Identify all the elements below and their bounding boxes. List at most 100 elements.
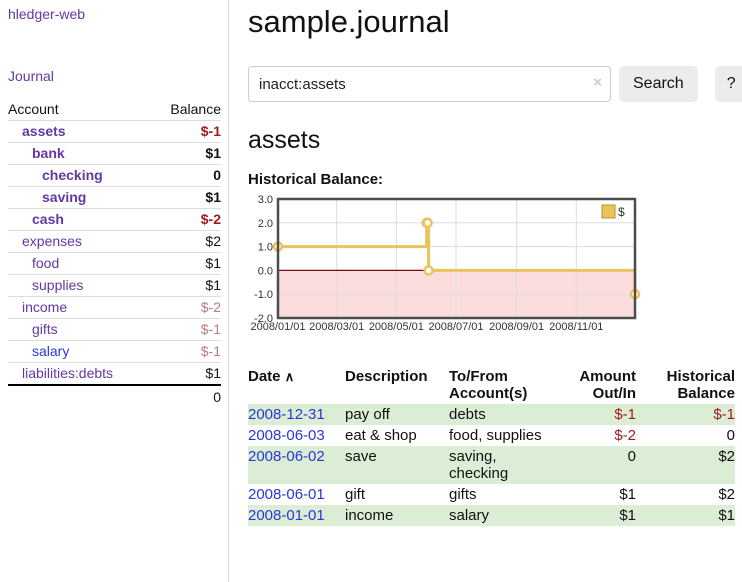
main-content: sample.journal × Search ? assets Histori… [229,0,742,582]
cell-amount: 0 [627,448,636,465]
accounts-total-spacer [8,384,152,408]
account-balance: $1 [151,186,221,209]
transaction-date-link[interactable]: 2008-01-01 [248,507,325,524]
cell-accounts: food, supplies [449,427,542,444]
cell-description: pay off [345,406,390,423]
account-row: salary $-1 [8,340,221,363]
svg-text:2008/09/01: 2008/09/01 [489,321,544,333]
account-cell: checking [8,164,152,187]
search-box: × [248,66,611,102]
sidebar-item-journal[interactable]: Journal [8,68,54,84]
account-row: bank $1 [8,142,221,165]
col-header-date[interactable]: Date ∧ [248,366,345,404]
account-link-saving[interactable]: saving [42,189,87,205]
cell-description: gift [345,486,366,503]
register-header-row: Date ∧ Description To/From Account(s) Am… [248,366,735,404]
account-balance: $2 [151,230,221,253]
account-cell: bank [8,142,152,165]
transaction-date-link[interactable]: 2008-06-03 [248,427,325,444]
account-row: cash $-2 [8,208,221,231]
account-row: checking 0 [8,164,221,187]
account-cell: saving [8,186,152,209]
account-link-assets[interactable]: assets [22,123,66,139]
cell-accounts: salary [449,507,490,524]
svg-text:2008/07/01: 2008/07/01 [428,321,483,333]
page-title: sample.journal [248,4,450,39]
sidebar: hledger-web Journal Account Balance asse… [0,0,229,582]
cell-description: save [345,448,377,465]
register-row: 2008-12-31 pay off debts $-1 $-1 [248,404,735,425]
svg-text:2.0: 2.0 [258,218,273,230]
svg-text:2008/01/01: 2008/01/01 [250,321,305,333]
account-row: supplies $1 [8,274,221,297]
account-balance: 0 [151,164,221,187]
cell-accounts: saving, checking [449,448,509,482]
svg-text:1.0: 1.0 [258,242,273,254]
col-header-accounts: To/From Account(s) [449,368,528,402]
search-button[interactable]: Search [619,66,698,102]
cell-date: 2008-06-03 [248,425,345,446]
account-row: assets $-1 [8,120,221,143]
chart-title: Historical Balance: [248,171,384,188]
sort-ascending-icon: ∧ [284,369,295,384]
cell-historical-balance: $2 [718,448,735,465]
account-cell: assets [8,120,152,143]
search-input[interactable] [248,66,611,102]
account-balance: $-2 [151,208,221,231]
cell-accounts: debts [449,406,486,423]
account-link-food[interactable]: food [32,255,60,271]
search-form: × Search ? [248,66,742,102]
account-link-liabilities-debts[interactable]: liabilities:debts [22,365,114,381]
register-row: 2008-01-01 income salary $1 $1 [248,505,735,526]
register-row: 2008-06-03 eat & shop food, supplies $-2 0 [248,425,735,446]
account-balance: $-1 [151,120,221,143]
svg-text:2008/05/01: 2008/05/01 [369,321,424,333]
account-balance: $-1 [151,318,221,341]
svg-text:$: $ [618,205,625,219]
account-row: expenses $2 [8,230,221,253]
account-link-supplies[interactable]: supplies [32,277,84,293]
account-link-salary[interactable]: salary [32,343,70,359]
cell-description: eat & shop [345,427,417,444]
account-link-expenses[interactable]: expenses [22,233,82,249]
clear-search-icon[interactable]: × [593,74,602,91]
transaction-date-link[interactable]: 2008-06-01 [248,486,325,503]
cell-historical-balance: $2 [718,486,735,503]
account-heading: assets [248,126,321,154]
app-brand-link[interactable]: hledger-web [8,6,86,22]
col-header-amount: Amount Out/In [579,368,636,402]
account-balance: $1 [151,274,221,297]
account-link-cash[interactable]: cash [32,211,64,227]
svg-text:3.0: 3.0 [258,195,273,206]
svg-text:0.0: 0.0 [258,265,273,277]
cell-description: income [345,507,394,524]
cell-accounts: gifts [449,486,477,503]
account-balance: $-2 [151,296,221,319]
col-header-description: Description [345,368,428,385]
account-row: saving $1 [8,186,221,209]
account-balance: $1 [151,362,221,386]
transaction-date-link[interactable]: 2008-06-02 [248,448,325,465]
register-row: 2008-06-02 save saving, checking 0 $2 [248,446,735,484]
account-link-gifts[interactable]: gifts [32,321,58,337]
accounts-header-account: Account [8,98,152,121]
account-cell: food [8,252,152,275]
cell-historical-balance: $1 [718,507,735,524]
accounts-header-balance: Balance [151,98,221,121]
transaction-date-link[interactable]: 2008-12-31 [248,406,325,423]
help-button[interactable]: ? [714,66,742,102]
account-link-bank[interactable]: bank [32,145,65,161]
account-link-checking[interactable]: checking [42,167,103,183]
svg-text:2008/11/01: 2008/11/01 [549,321,603,333]
account-balance: $1 [151,142,221,165]
account-cell: salary [8,340,152,363]
account-balance: $-1 [151,340,221,363]
account-row: gifts $-1 [8,318,221,341]
cell-date: 2008-06-02 [248,446,345,484]
register-row: 2008-06-01 gift gifts $1 $2 [248,484,735,505]
cell-amount: $1 [619,486,636,503]
account-link-income[interactable]: income [22,299,68,315]
account-cell: liabilities:debts [8,362,152,386]
cell-amount: $-2 [614,427,636,444]
